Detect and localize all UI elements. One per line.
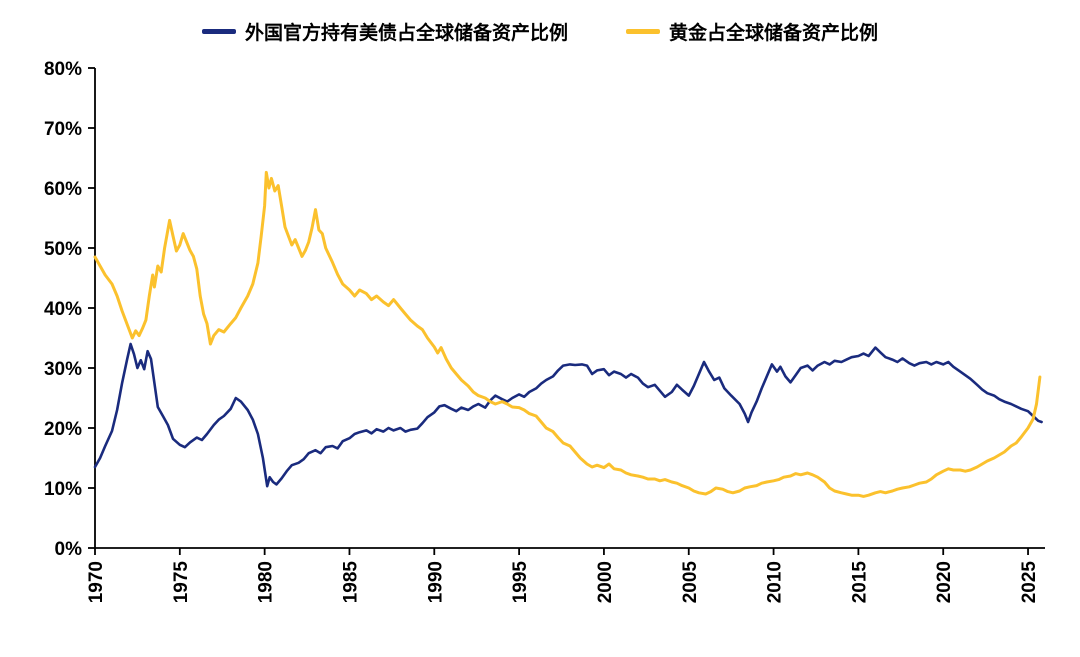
chart-legend: 外国官方持有美债占全球储备资产比例 黄金占全球储备资产比例 [0, 0, 1080, 48]
legend-label-gold-share: 黄金占全球储备资产比例 [669, 22, 879, 44]
y-tick-label: 40% [44, 299, 82, 320]
y-tick-label: 80% [44, 59, 82, 80]
x-tick-label: 2020 [934, 561, 955, 603]
x-tick-label: 1990 [425, 561, 446, 603]
legend-swatch-gold-share [626, 28, 660, 34]
x-tick-label: 1985 [340, 561, 361, 604]
y-tick-label: 20% [44, 419, 82, 440]
series-line-0 [93, 342, 1043, 488]
y-tick-label: 10% [44, 479, 82, 500]
legend-label-us-treasury-share: 外国官方持有美债占全球储备资产比例 [244, 22, 568, 44]
x-tick-label: 2015 [849, 561, 870, 604]
x-tick-label: 1980 [256, 561, 277, 603]
line-chart-canvas: 0% 10% 20% 30% 40% 50% 60% 70% 80% 1970 1975 1980 19… [44, 59, 1045, 604]
y-tick-label: 70% [44, 119, 82, 140]
x-tick-label: 2025 [1019, 561, 1040, 604]
series-line-1 [93, 170, 1042, 498]
y-tick-label: 60% [44, 179, 82, 200]
legend-swatch-us-treasury-share [201, 28, 236, 34]
y-tick-label: 50% [44, 239, 82, 260]
x-tick-label: 1995 [510, 561, 531, 604]
legend-item-us-treasury-share: 外国官方持有美债占全球储备资产比例 [201, 18, 568, 45]
x-tick-label: 2010 [765, 561, 786, 603]
x-tick-label: 1970 [86, 561, 107, 603]
x-tick-label: 2005 [680, 561, 701, 604]
axes [94, 68, 1045, 549]
x-tick-label: 2000 [595, 561, 616, 603]
x-tick-label: 1975 [171, 561, 192, 604]
y-tick-label: 30% [44, 359, 82, 380]
y-tick-label: 0% [55, 539, 83, 560]
legend-item-gold-share: 黄金占全球储备资产比例 [626, 18, 878, 45]
